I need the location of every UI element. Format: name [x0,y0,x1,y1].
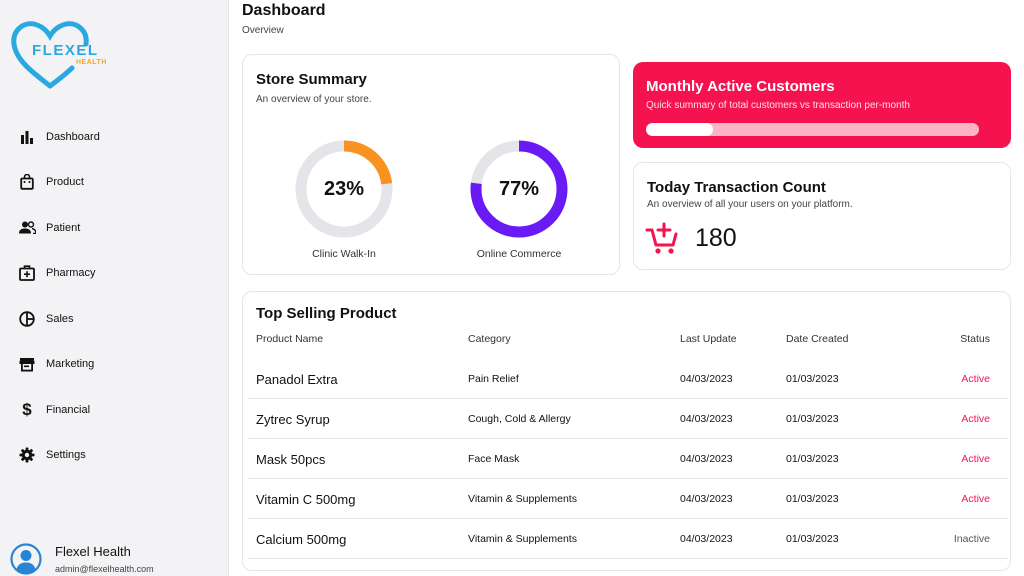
online-percent: 77% [498,177,540,200]
product-date-created: 01/03/2023 [786,453,839,465]
sidebar-item-financial[interactable]: $ Financial [0,387,229,433]
store-summary-subtitle: An overview of your store. [256,94,372,105]
monthly-active-title: Monthly Active Customers [646,78,835,95]
user-email: admin@flexelhealth.com [55,564,154,574]
user-profile[interactable]: Flexel Health admin@flexelhealth.com [10,540,220,576]
product-last-update: 04/03/2023 [680,493,733,505]
dollar-icon: $ [22,400,32,420]
storefront-icon [18,355,36,373]
product-date-created: 01/03/2023 [786,493,839,505]
product-name: Vitamin C 500mg [256,491,356,507]
walk-in-arc [295,140,393,238]
product-date-created: 01/03/2023 [786,533,839,545]
sidebar-item-patient[interactable]: Patient [0,205,229,251]
status-badge: Active [961,413,990,425]
sidebar-item-dashboard[interactable]: Dashboard [0,114,229,160]
status-badge: Active [961,493,990,505]
column-header-last-update[interactable]: Last Update [680,333,737,345]
heart-logo-icon [11,21,89,89]
product-category: Face Mask [468,453,520,465]
brand-logo[interactable]: FLEXEL HEALTH [10,20,120,90]
avatar-icon [10,543,42,575]
product-last-update: 04/03/2023 [680,533,733,545]
monthly-active-progress-fill [646,123,713,136]
top-selling-card: Top Selling Product [242,291,1011,571]
store-summary-title: Store Summary [256,71,367,88]
brand-name: FLEXEL [32,42,99,59]
product-last-update: 04/03/2023 [680,413,733,425]
product-category: Vitamin & Supplements [468,533,577,545]
sidebar: FLEXEL HEALTH Dashboard Product Patient [0,0,229,576]
walk-in-donut: 23% [294,139,394,239]
sidebar-item-label: Dashboard [46,130,100,143]
sidebar-item-product[interactable]: Product [0,160,229,206]
product-date-created: 01/03/2023 [786,413,839,425]
product-name: Mask 50pcs [256,451,326,467]
transaction-subtitle: An overview of all your users on your pl… [647,199,853,210]
status-badge: Active [961,373,990,385]
table-row[interactable]: Mask 50pcs Face Mask 04/03/2023 01/03/20… [248,439,1008,479]
product-name: Calcium 500mg [256,531,347,547]
table-row[interactable]: Panadol Extra Pain Relief 04/03/2023 01/… [248,359,1008,399]
monthly-active-subtitle: Quick summary of total customers vs tran… [646,100,910,111]
monthly-active-card[interactable]: Monthly Active Customers Quick summary o… [633,62,1011,148]
product-name: Panadol Extra [256,371,338,387]
online-ring [470,140,568,238]
store-summary-card: Store Summary An overview of your store.… [242,54,620,275]
table-row[interactable]: Zytrec Syrup Cough, Cold & Allergy 04/03… [248,399,1008,439]
sidebar-item-label: Product [46,176,84,189]
bar-chart-icon [18,128,36,146]
status-badge: Active [961,453,990,465]
table-row[interactable]: Vitamin C 500mg Vitamin & Supplements 04… [248,479,1008,519]
sidebar-item-sales[interactable]: Sales [0,296,229,342]
product-category: Pain Relief [468,373,519,385]
transaction-count: 180 [695,224,737,252]
top-selling-title: Top Selling Product [256,305,397,322]
column-header-date-created[interactable]: Date Created [786,333,849,345]
sidebar-item-marketing[interactable]: Marketing [0,342,229,388]
cart-plus-icon [645,221,681,255]
sidebar-item-label: Settings [46,449,86,462]
product-last-update: 04/03/2023 [680,453,733,465]
walk-in-ring [295,140,393,238]
people-icon [18,219,36,237]
product-name: Zytrec Syrup [256,411,330,427]
sidebar-item-label: Marketing [46,358,95,371]
online-label: Online Commerce [476,248,562,260]
online-arc [470,140,568,238]
sidebar-item-label: Patient [46,221,81,234]
walk-in-label: Clinic Walk-In [312,248,376,260]
walk-in-percent: 23% [323,177,365,200]
product-last-update: 04/03/2023 [680,373,733,385]
sidebar-item-label: Sales [46,312,74,325]
column-header-product-name[interactable]: Product Name [256,333,324,345]
table-row[interactable]: Calcium 500mg Vitamin & Supplements 04/0… [248,519,1008,559]
sidebar-item-label: Financial [46,403,91,416]
brand-sub: HEALTH [76,59,107,66]
user-name: Flexel Health [55,544,131,559]
page-title: Dashboard [242,2,326,19]
monthly-active-progress [646,123,979,136]
sidebar-item-pharmacy[interactable]: Pharmacy [0,251,229,297]
product-category: Vitamin & Supplements [468,493,577,505]
status-badge: Inactive [953,533,990,545]
gear-icon [18,446,36,464]
transaction-title: Today Transaction Count [647,179,826,196]
sidebar-item-label: Pharmacy [46,267,96,280]
online-donut: 77% [469,139,569,239]
product-date-created: 01/03/2023 [786,373,839,385]
column-header-category[interactable]: Category [468,333,511,345]
breadcrumb[interactable]: Overview [242,25,284,36]
product-category: Cough, Cold & Allergy [468,413,571,425]
medical-kit-icon [18,264,36,282]
pie-chart-icon [18,310,36,328]
column-header-status[interactable]: Status [960,333,990,345]
sidebar-nav: Dashboard Product Patient Pharmacy Sales [0,114,229,478]
shopping-bag-icon [18,173,36,191]
sidebar-item-settings[interactable]: Settings [0,433,229,479]
transaction-card: Today Transaction Count An overview of a… [633,162,1011,270]
